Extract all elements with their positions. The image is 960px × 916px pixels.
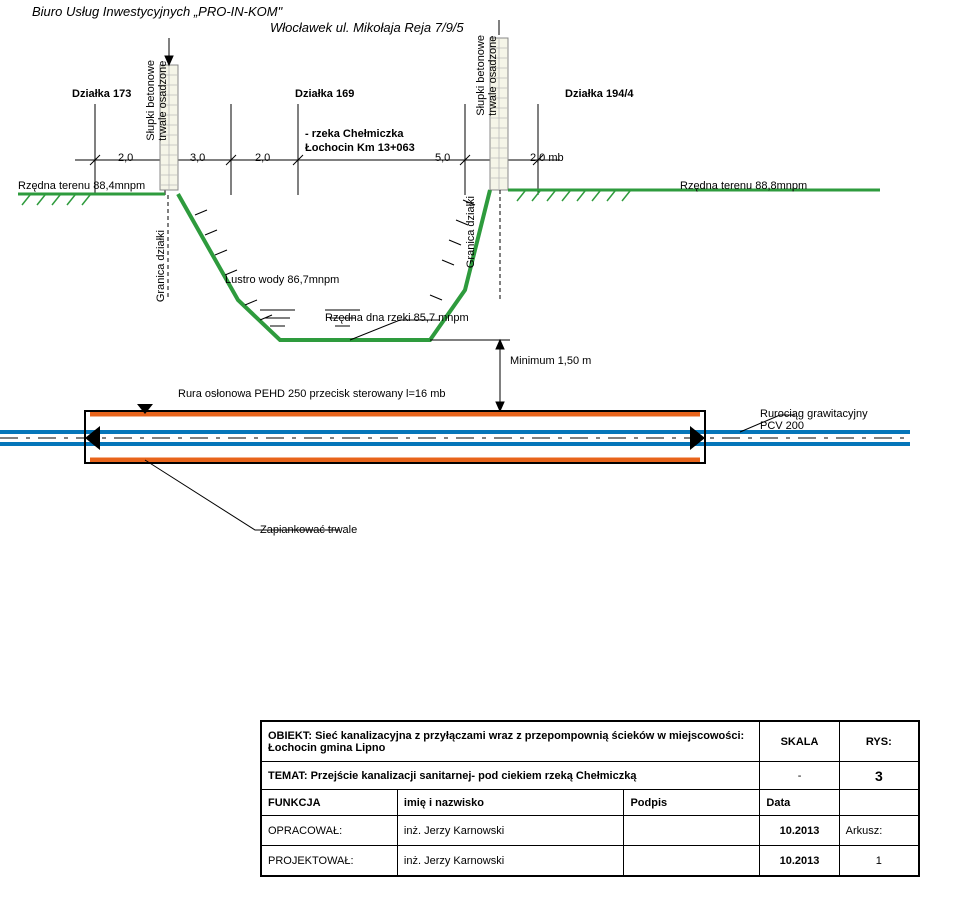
opracowal-date: 10.2013: [760, 816, 839, 846]
skala-value: -: [760, 762, 839, 790]
river-km: Łochocin Km 13+063: [305, 142, 415, 154]
dim-4: 5,0: [435, 152, 450, 164]
dim-1: 2,0: [118, 152, 133, 164]
obiekt-text: Sieć kanalizacyjna z przyłączami wraz z …: [268, 730, 744, 754]
arkusz-label: Arkusz:: [839, 816, 918, 846]
min-clearance: Minimum 1,50 m: [510, 355, 591, 367]
name-header: imię i nazwisko: [397, 790, 624, 816]
level-left: Rzędna terenu 88,4mnpm: [18, 180, 145, 192]
title-block: OBIEKT: Sieć kanalizacyjna z przyłączami…: [260, 720, 920, 877]
projektowal-label: PROJEKTOWAŁ:: [262, 846, 398, 876]
data-header: Data: [760, 790, 839, 816]
arkusz-value: 1: [839, 846, 918, 876]
podpis-header: Podpis: [624, 790, 760, 816]
projektowal-name: inż. Jerzy Karnowski: [397, 846, 624, 876]
skala-label: SKALA: [760, 722, 839, 762]
funkcja-header: FUNKCJA: [262, 790, 398, 816]
post-left-label: Słupki betonowe trwale osadzone: [145, 60, 169, 141]
riverbed-level: Rzędna dna rzeki 85,7 mnpm: [325, 312, 469, 324]
dim-3: 2,0: [255, 152, 270, 164]
river-name: - rzeka Chełmiczka: [305, 128, 403, 140]
projektowal-date: 10.2013: [760, 846, 839, 876]
parcel-173-label: Działka 173: [72, 88, 131, 100]
parcel-194-label: Działka 194/4: [565, 88, 634, 100]
border-right: Granica działki: [465, 196, 477, 268]
dim-5: 2,0 mb: [530, 152, 564, 164]
parcel-169-label: Działka 169: [295, 88, 354, 100]
rys-value: 3: [839, 762, 918, 790]
opracowal-label: OPRACOWAŁ:: [262, 816, 398, 846]
obiekt-label: OBIEKT:: [268, 730, 312, 742]
temat-label: TEMAT:: [268, 770, 308, 782]
border-left: Granica działki: [155, 230, 167, 302]
temat-text: Przejście kanalizacji sanitarnej- pod ci…: [311, 770, 637, 782]
opracowal-name: inż. Jerzy Karnowski: [397, 816, 624, 846]
foam-label: Zapiankować trwale: [260, 524, 357, 536]
level-right: Rzędna terenu 88,8mnpm: [680, 180, 807, 192]
dim-2: 3,0: [190, 152, 205, 164]
casing-pipe-label: Rura osłonowa PEHD 250 przecisk sterowan…: [178, 388, 446, 400]
water-level: Lustro wody 86,7mnpm: [225, 274, 339, 286]
post-right-label: Słupki betonowe trwale osadzone: [475, 35, 499, 116]
gravity-pipe-label: Rurociąg grawitacyjny PCV 200: [760, 408, 868, 432]
rys-label: RYS:: [839, 722, 918, 762]
